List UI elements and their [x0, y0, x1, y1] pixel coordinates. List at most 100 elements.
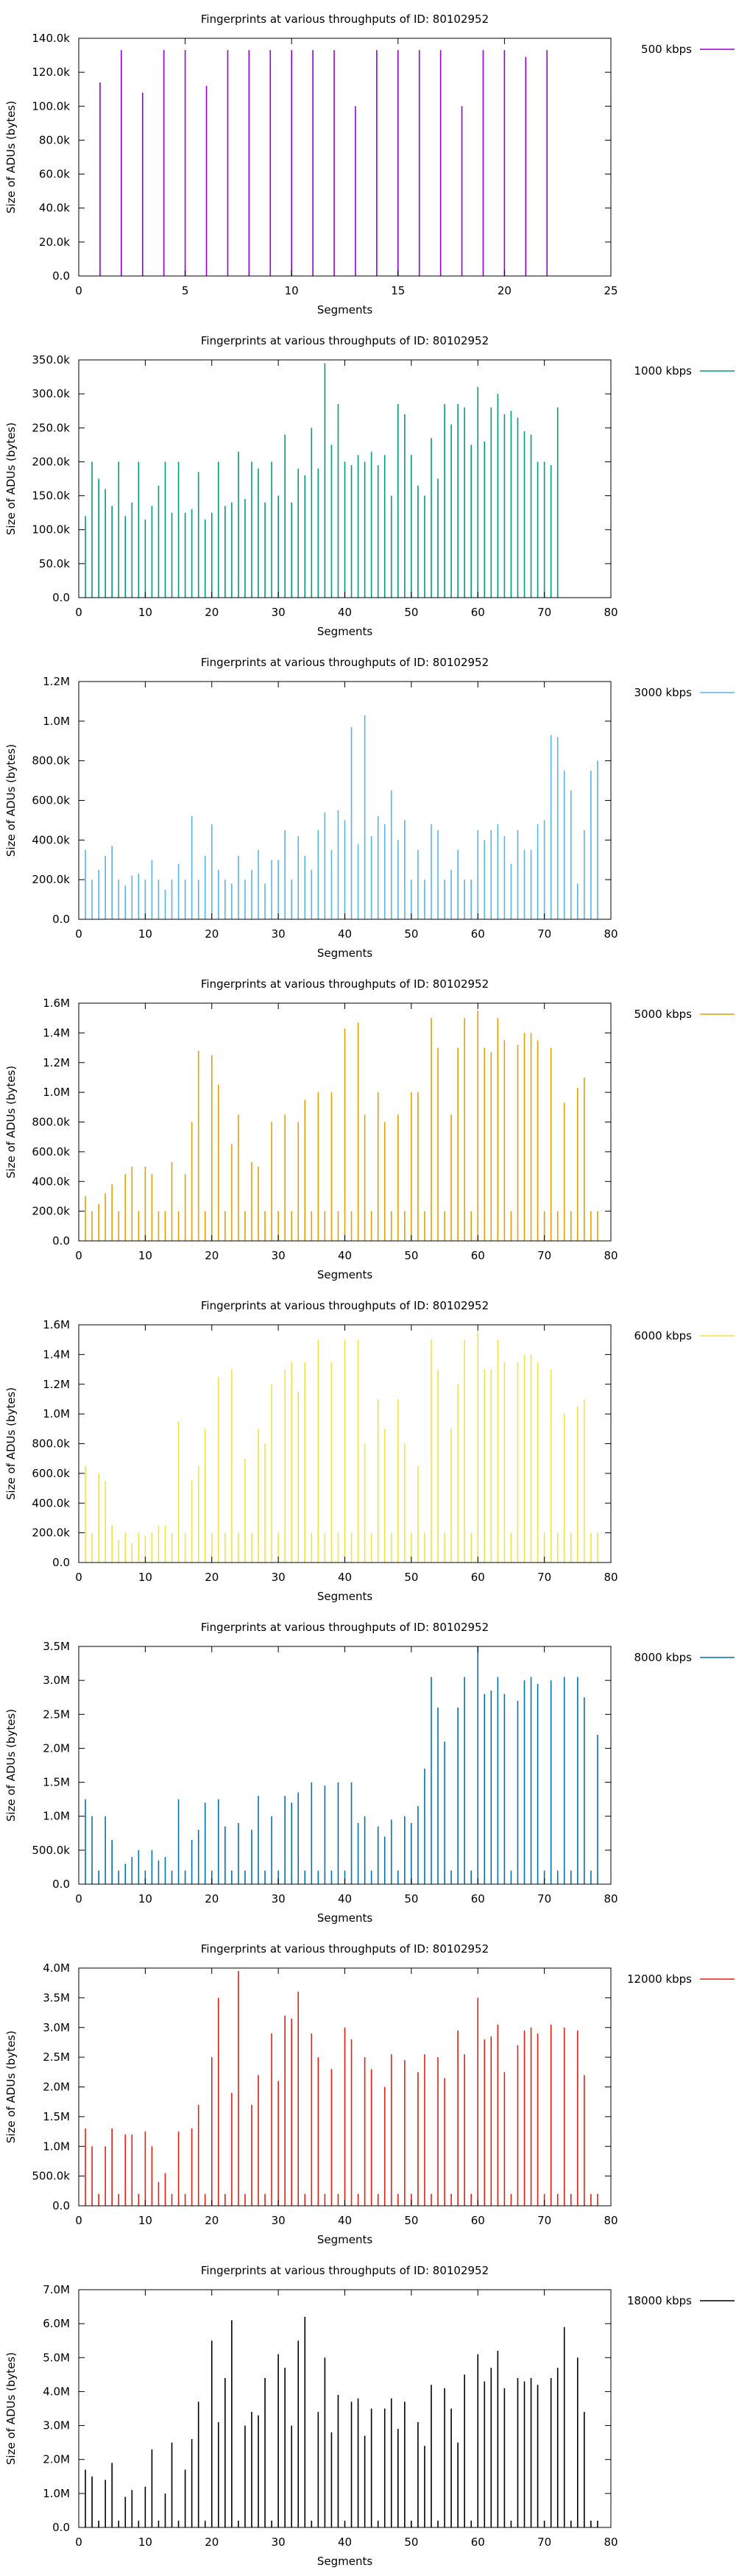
y-tick-label: 1.0M [43, 1407, 70, 1420]
legend: 500 kbps [641, 43, 735, 56]
x-tick-label: 20 [205, 1249, 219, 1262]
y-tick-label: 2.5M [43, 1708, 70, 1721]
x-tick-label: 0 [75, 1249, 82, 1262]
x-tick-label: 15 [391, 284, 405, 297]
y-axis-label: Size of ADUs (bytes) [4, 2352, 18, 2465]
y-tick-label: 60.0k [39, 168, 70, 181]
y-tick-label: 600.0k [32, 1467, 70, 1480]
y-tick-label: 0.0 [52, 1234, 70, 1248]
x-axis-label: Segments [317, 625, 373, 638]
y-tick-label: 0.0 [52, 2521, 70, 2534]
chart-panel-1: Fingerprints at various throughputs of I… [4, 334, 735, 638]
x-tick-label: 80 [604, 1892, 618, 1906]
x-tick-label: 10 [138, 1892, 152, 1906]
chart-title: Fingerprints at various throughputs of I… [201, 977, 489, 991]
x-axis-label: Segments [317, 2555, 373, 2568]
x-tick-label: 80 [604, 1571, 618, 1584]
legend: 3000 kbps [634, 686, 735, 699]
y-tick-label: 1.0M [43, 1810, 70, 1823]
x-tick-label: 30 [272, 927, 286, 941]
x-tick-label: 80 [604, 927, 618, 941]
x-tick-label: 40 [338, 1892, 352, 1906]
y-tick-label: 600.0k [32, 794, 70, 807]
legend-label: 1000 kbps [634, 364, 693, 378]
chart-panel-3: Fingerprints at various throughputs of I… [4, 977, 735, 1281]
y-tick-label: 0.0 [52, 591, 70, 604]
x-tick-label: 0 [75, 1571, 82, 1584]
x-tick-label: 40 [338, 927, 352, 941]
x-tick-label: 40 [338, 1249, 352, 1262]
x-tick-label: 60 [471, 606, 485, 619]
y-tick-label: 2.0M [43, 2453, 70, 2466]
y-axis-label: Size of ADUs (bytes) [4, 101, 18, 213]
y-tick-label: 6.0M [43, 2317, 70, 2330]
y-tick-label: 50.0k [39, 557, 70, 570]
x-tick-label: 50 [404, 927, 418, 941]
y-tick-label: 40.0k [39, 202, 70, 215]
y-tick-label: 20.0k [39, 236, 70, 249]
y-tick-label: 3.0M [43, 2021, 70, 2034]
x-axis-label: Segments [317, 303, 373, 316]
y-tick-label: 200.0k [32, 873, 70, 886]
x-tick-label: 80 [604, 1249, 618, 1262]
x-tick-label: 10 [138, 1571, 152, 1584]
x-tick-label: 50 [404, 606, 418, 619]
y-axis-label: Size of ADUs (bytes) [4, 422, 18, 535]
x-tick-label: 60 [471, 927, 485, 941]
y-tick-label: 100.0k [32, 523, 70, 537]
x-tick-label: 30 [272, 1571, 286, 1584]
y-tick-label: 500.0k [32, 1844, 70, 1857]
y-tick-label: 1.6M [43, 1318, 70, 1331]
x-axis-label: Segments [317, 2233, 373, 2246]
x-tick-label: 5 [182, 284, 189, 297]
x-tick-label: 20 [205, 927, 219, 941]
y-tick-label: 1.4M [43, 1348, 70, 1361]
y-tick-label: 400.0k [32, 1175, 70, 1188]
y-tick-label: 0.0 [52, 1556, 70, 1569]
legend-label: 6000 kbps [634, 1329, 693, 1342]
x-tick-label: 20 [205, 1892, 219, 1906]
x-tick-label: 0 [75, 1892, 82, 1906]
x-axis-label: Segments [317, 946, 373, 960]
chart-title: Fingerprints at various throughputs of I… [201, 1299, 489, 1312]
y-tick-label: 2.5M [43, 2050, 70, 2064]
y-axis-label: Size of ADUs (bytes) [4, 1387, 18, 1500]
legend: 18000 kbps [627, 2294, 735, 2307]
x-tick-label: 40 [338, 1571, 352, 1584]
y-tick-label: 2.0M [43, 2081, 70, 2094]
y-tick-label: 3.5M [43, 1991, 70, 2004]
y-tick-label: 1.2M [43, 1378, 70, 1391]
y-tick-label: 200.0k [32, 455, 70, 468]
x-tick-label: 0 [75, 284, 82, 297]
chart-panel-2: Fingerprints at various throughputs of I… [4, 656, 735, 960]
plot-frame [78, 38, 612, 277]
y-tick-label: 4.0M [43, 1961, 70, 1975]
bar-series [85, 715, 598, 919]
y-tick-label: 0.0 [52, 2199, 70, 2212]
x-tick-label: 0 [75, 927, 82, 941]
y-tick-label: 600.0k [32, 1145, 70, 1158]
y-tick-label: 1.6M [43, 997, 70, 1010]
y-tick-label: 4.0M [43, 2385, 70, 2398]
legend-label: 500 kbps [641, 43, 692, 56]
y-tick-label: 1.5M [43, 1776, 70, 1789]
x-tick-label: 60 [471, 2536, 485, 2549]
chart-title: Fingerprints at various throughputs of I… [201, 1942, 489, 1956]
y-tick-label: 400.0k [32, 1496, 70, 1510]
x-tick-label: 70 [537, 2536, 551, 2549]
legend: 12000 kbps [627, 1972, 735, 1986]
y-tick-label: 1.2M [43, 675, 70, 688]
y-tick-label: 200.0k [32, 1205, 70, 1218]
x-tick-label: 70 [537, 1571, 551, 1584]
x-tick-label: 20 [205, 2536, 219, 2549]
x-tick-label: 20 [205, 2214, 219, 2227]
y-tick-label: 350.0k [32, 353, 70, 367]
y-axis-label: Size of ADUs (bytes) [4, 1709, 18, 1822]
y-tick-label: 2.0M [43, 1741, 70, 1755]
x-tick-label: 20 [205, 606, 219, 619]
chart-panel-7: Fingerprints at various throughputs of I… [4, 2264, 735, 2568]
legend-label: 3000 kbps [634, 686, 693, 699]
bar-series [85, 2316, 598, 2527]
bar-series [85, 363, 559, 598]
bar-series [85, 1646, 598, 1884]
